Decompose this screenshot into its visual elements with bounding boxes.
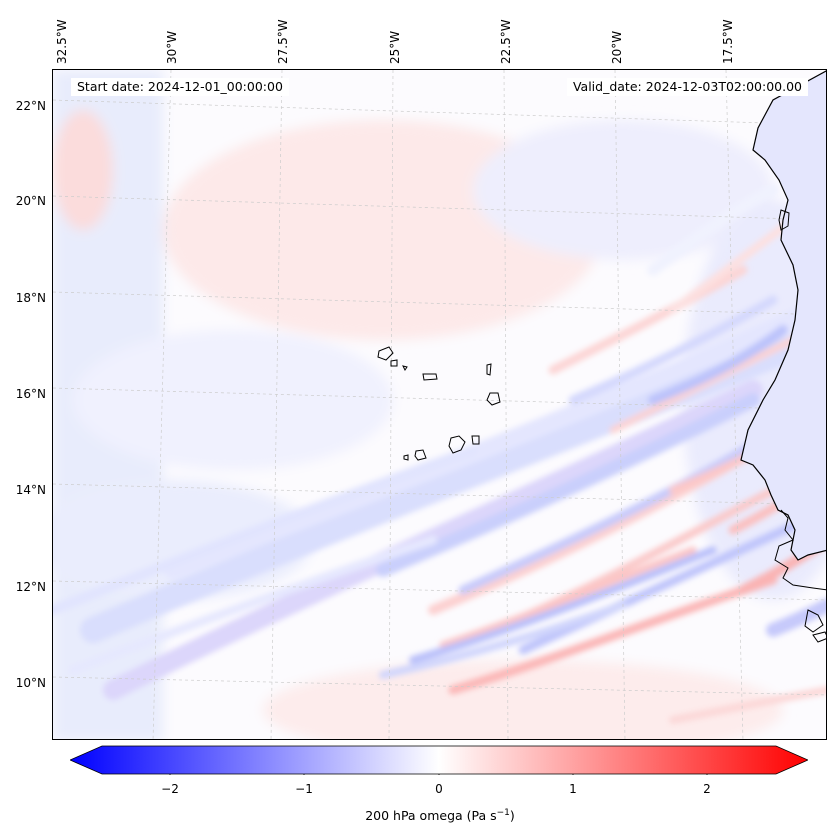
colorbar-tick-2: 2: [703, 782, 711, 796]
lat-label-18n: 18°N: [15, 291, 46, 305]
colorbar-tick-1: 1: [569, 782, 577, 796]
map-panel[interactable]: Start date: 2024-12-01_00:00:00 Valid_da…: [52, 69, 827, 740]
lat-label-14n: 14°N: [15, 483, 46, 497]
lat-label-12n: 12°N: [15, 580, 46, 594]
lon-label-20w: 20°W: [610, 30, 624, 64]
lon-label-32-5w: 32.5°W: [55, 19, 69, 64]
lon-label-17-5w: 17.5°W: [721, 19, 735, 64]
start-date-label: Start date: 2024-12-01_00:00:00: [71, 78, 289, 96]
omega-field: [53, 70, 826, 739]
cape-verde-islands: [377, 346, 501, 461]
valid-date-label: Valid_date: 2024-12-03T02:00:00.00: [566, 78, 808, 96]
omega-streaks: [53, 184, 826, 724]
lat-label-16n: 16°N: [15, 387, 46, 401]
colorbar-label: 200 hPa omega (Pa s−1): [365, 808, 515, 824]
lon-label-30w: 30°W: [165, 30, 179, 64]
lat-label-20n: 20°N: [15, 194, 46, 208]
lon-label-22-5w: 22.5°W: [499, 19, 513, 64]
lon-label-27-5w: 27.5°W: [276, 19, 290, 64]
lat-label-10n: 10°N: [15, 676, 46, 690]
colorbar-tick-minus1: −1: [295, 782, 313, 796]
lon-label-25w: 25°W: [388, 30, 402, 64]
graticule: [53, 70, 826, 739]
colorbar-tick-minus2: −2: [161, 782, 179, 796]
colorbar: [70, 745, 808, 775]
lat-label-22n: 22°N: [15, 99, 46, 113]
colorbar-tick-0: 0: [435, 782, 443, 796]
